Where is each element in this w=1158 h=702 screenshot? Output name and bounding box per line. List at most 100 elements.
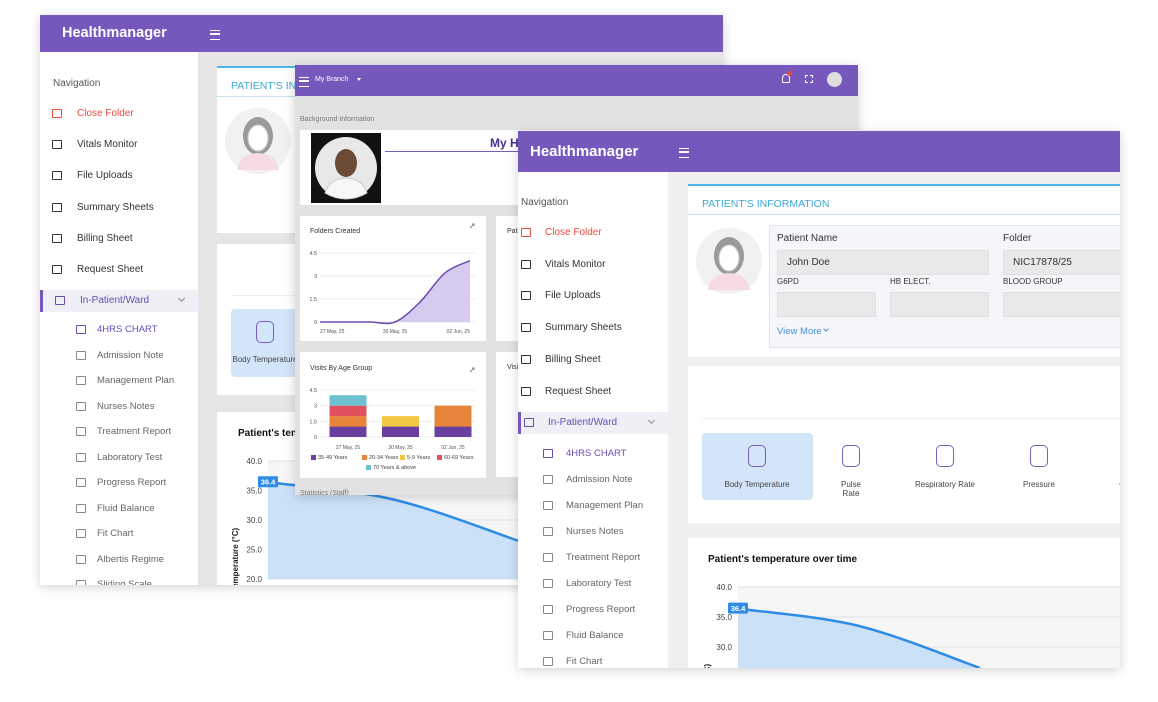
view-more[interactable]: View More (777, 326, 822, 337)
nav-icon (76, 478, 86, 487)
sub-nav-item[interactable]: Admission Note (40, 345, 198, 367)
user-avatar[interactable] (827, 72, 842, 87)
info-panel: Patient Name John Doe Folder NIC17878/25 G6P… (769, 225, 1120, 348)
patient-card: PATIENT'S INFORMATION Patient Name John Do… (688, 184, 1120, 357)
nav-icon (521, 386, 531, 396)
hamburger[interactable] (679, 147, 689, 158)
field-value: John Doe (787, 257, 830, 268)
rule (702, 418, 1120, 419)
vital-tile[interactable]: Body Temperature (230, 309, 300, 377)
vital-tile[interactable]: Respiratory Rate (898, 433, 992, 500)
nav-icon (76, 401, 86, 411)
nav-icon (543, 579, 553, 588)
nav-icon (543, 657, 553, 666)
nav-item[interactable]: Billing Sheet (518, 349, 668, 371)
sub-nav-item[interactable]: Fluid Balance (40, 498, 198, 520)
vital-tile[interactable]: Pressure (992, 433, 1086, 500)
sub-nav-item[interactable]: Management Plan (40, 370, 198, 392)
nav-icon (543, 449, 553, 458)
sub-nav-item[interactable]: Progress Report (40, 472, 198, 494)
sub-nav-item[interactable]: Fit Chart (518, 651, 668, 668)
sub-nav-item[interactable]: Management Plan (518, 495, 668, 517)
nav-icon (543, 475, 553, 484)
photo-shirt (324, 177, 368, 200)
sub-nav-item[interactable]: 4HRS CHART (518, 443, 668, 465)
nav-item[interactable]: Vitals Monitor (518, 254, 668, 276)
expand-icon (469, 367, 475, 373)
nav-item[interactable]: Summary Sheets (40, 197, 198, 219)
sub-nav-item[interactable]: Fit Chart (40, 523, 198, 545)
bar-segment (329, 405, 367, 417)
y-tick-label: 35.0 (246, 487, 262, 496)
vital-tile[interactable]: Oxygen (1086, 433, 1120, 500)
nav-item[interactable]: File Uploads (40, 165, 198, 187)
nav-item[interactable]: Close Folder (40, 103, 198, 125)
nav-item[interactable]: Summary Sheets (518, 317, 668, 339)
nav-heading: Navigation (521, 197, 569, 208)
field-label: G6PD (777, 277, 799, 286)
sub-nav-item[interactable]: Progress Report (518, 599, 668, 621)
hamburger-line (299, 80, 309, 82)
vital-icon (256, 321, 274, 343)
nav-item[interactable]: File Uploads (518, 285, 668, 307)
nav-icon (52, 140, 62, 150)
vital-tile[interactable]: Body Temperature (701, 433, 813, 500)
sub-nav-item[interactable]: Treatment Report (40, 421, 198, 443)
dashboard-charts: Folders Created 0 1.5 3 4.5 27 May, 25 30 May,… (309, 223, 475, 471)
field-input (1003, 292, 1120, 317)
data-label: 36.4 (261, 478, 276, 487)
nav-item[interactable]: Request Sheet (518, 381, 668, 403)
avatar-face (247, 124, 269, 152)
nav-label: Request Sheet (545, 385, 612, 397)
nav-item[interactable]: Request Sheet (40, 259, 198, 281)
card-title: PATIENT'S INFORMATION (702, 198, 830, 210)
avatar-body (237, 153, 279, 170)
sub-nav-item[interactable]: Nurses Notes (518, 521, 668, 543)
vital-label: Respiratory Rate (914, 480, 976, 489)
nav-item[interactable]: Billing Sheet (40, 228, 198, 250)
nav-icon (521, 354, 531, 364)
nav-icon (52, 171, 62, 181)
brand: Healthmanager (530, 142, 639, 160)
sub-nav-item[interactable]: Fluid Balance (518, 625, 668, 647)
vital-tile[interactable]: Pulse Rate (804, 433, 898, 500)
nav-heading: Navigation (53, 78, 101, 89)
sub-nav-item[interactable]: Laboratory Test (40, 447, 198, 469)
nav-item[interactable]: Close Folder (518, 222, 668, 244)
y-axis-title: Temperature (°C) (703, 663, 712, 668)
legend-label: 5-9 Years (407, 455, 430, 461)
sub-nav-item[interactable]: 4HRS CHART (40, 319, 198, 341)
x-tick-label: 30 May, 25 (383, 329, 408, 335)
sub-nav-item[interactable]: Nurses Notes (40, 396, 198, 418)
nav-item[interactable]: In-Patient/Ward (518, 412, 668, 435)
sub-nav-item[interactable]: Laboratory Test (518, 573, 668, 595)
nav-label: Close Folder (545, 227, 602, 238)
vital-icon (842, 445, 860, 467)
bar-segment (382, 416, 419, 427)
section-title: Statistics (Staff) (300, 490, 349, 495)
branch-selector[interactable]: My Branch (315, 76, 349, 83)
nav-icon (521, 323, 531, 333)
sub-nav-label: Fit Chart (566, 656, 603, 667)
hamburger[interactable] (210, 29, 220, 40)
avatar-face (718, 244, 740, 272)
nav-item[interactable]: In-Patient/Ward (40, 290, 198, 313)
y-tick-label: 40.0 (246, 457, 262, 466)
bell-icon[interactable] (782, 74, 790, 83)
bar-segment (329, 416, 367, 427)
sub-nav-label: Progress Report (566, 604, 636, 615)
y-tick-label: 4.5 (309, 388, 317, 394)
sub-nav-item[interactable]: Albertis Regime (40, 549, 198, 571)
sub-nav-item[interactable]: Admission Note (518, 469, 668, 491)
hamburger[interactable] (299, 76, 309, 87)
nav-label: File Uploads (545, 290, 601, 302)
nav-item[interactable]: Vitals Monitor (40, 134, 198, 156)
expand-icon[interactable] (805, 75, 813, 83)
temperature-line (737, 607, 981, 668)
sub-nav-item[interactable]: Sliding Scale (40, 574, 198, 585)
sub-nav-item[interactable]: Treatment Report (518, 547, 668, 569)
sub-nav-label: Nurses Notes (566, 526, 624, 537)
chart-title: Patient's temperature over time (708, 554, 858, 565)
legend-label: 60-69 Years (444, 455, 474, 461)
